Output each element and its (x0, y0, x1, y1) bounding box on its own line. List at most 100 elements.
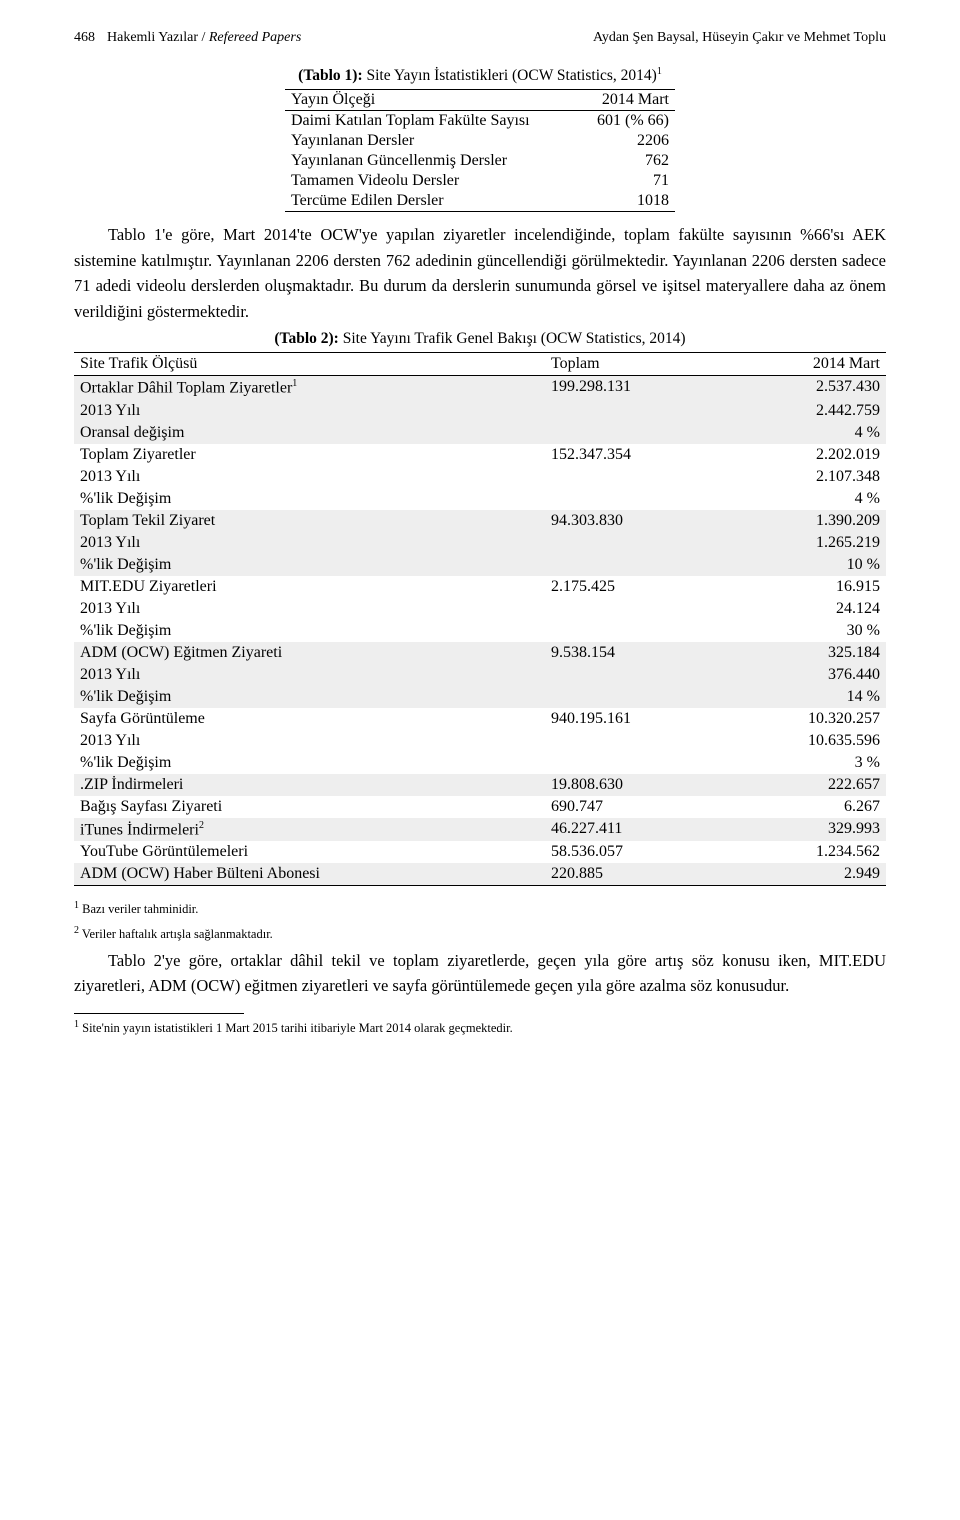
tablo2-cell-total (545, 598, 716, 620)
tablo1-header-right: 2014 Mart (577, 90, 675, 111)
tablo2-cell-total (545, 620, 716, 642)
tablo1-row: Yayınlanan Dersler 2206 (285, 131, 675, 151)
footnote-text: Veriler haftalık artışla sağlanmaktadır. (82, 927, 273, 941)
tablo2-cell-total: 46.227.411 (545, 818, 716, 841)
tablo2-cell-mart: 1.234.562 (715, 841, 886, 863)
tablo2-cell-mart: 4 % (715, 488, 886, 510)
tablo2-title: (Tablo 2): Site Yayını Trafik Genel Bakı… (74, 330, 886, 348)
tablo2-cell-total: 58.536.057 (545, 841, 716, 863)
tablo2-cell-mart: 2.442.759 (715, 400, 886, 422)
footnote-sup: 1 (74, 900, 79, 911)
tablo2-cell-label: %'lik Değişim (74, 488, 545, 510)
tablo1-row: Yayınlanan Güncellenmiş Dersler 762 (285, 151, 675, 171)
tablo2-cell-label: YouTube Görüntülemeleri (74, 841, 545, 863)
tablo2-cell-mart: 10.320.257 (715, 708, 886, 730)
tablo2-row: Toplam Tekil Ziyaret94.303.8301.390.209 (74, 510, 886, 532)
tablo2-cell-mart: 376.440 (715, 664, 886, 686)
tablo2-cell-label: Toplam Tekil Ziyaret (74, 510, 545, 532)
tablo2-row: YouTube Görüntülemeleri58.536.0571.234.5… (74, 841, 886, 863)
paragraph-1: Tablo 1'e göre, Mart 2014'te OCW'ye yapı… (74, 222, 886, 324)
tablo1-cell-value: 71 (577, 171, 675, 191)
tablo1-row: Daimi Katılan Toplam Fakülte Sayısı 601 … (285, 111, 675, 132)
tablo2-cell-mart: 2.107.348 (715, 466, 886, 488)
header-left: 468 Hakemli Yazılar / Refereed Papers (74, 30, 301, 46)
tablo2-cell-label: ADM (OCW) Eğitmen Ziyareti (74, 642, 545, 664)
tablo2-cell-label: %'lik Değişim (74, 554, 545, 576)
tablo1-cell-value: 2206 (577, 131, 675, 151)
tablo2-cell-mart: 14 % (715, 686, 886, 708)
tablo2-row: %'lik Değişim 14 % (74, 686, 886, 708)
tablo2-footnotes: 1 Bazı veriler tahminidir. 2 Veriler haf… (74, 898, 886, 944)
tablo2-cell-total: 19.808.630 (545, 774, 716, 796)
tablo2-row: ADM (OCW) Eğitmen Ziyareti9.538.154325.1… (74, 642, 886, 664)
footnote: 1 Bazı veriler tahminidir. (74, 898, 886, 919)
footnote-sup: 2 (74, 925, 79, 936)
tablo1-cell-label: Tercüme Edilen Dersler (285, 191, 577, 212)
tablo2-cell-total: 690.747 (545, 796, 716, 818)
tablo2-cell-total (545, 488, 716, 510)
page-container: { "header": { "page_number": "468", "hea… (0, 0, 960, 1520)
tablo2-cell-total: 220.885 (545, 863, 716, 886)
tablo2-row: 2013 Yılı24.124 (74, 598, 886, 620)
tablo2-cell-mart: 10.635.596 (715, 730, 886, 752)
tablo2-cell-sup: 2 (199, 820, 204, 831)
tablo2-cell-mart: 325.184 (715, 642, 886, 664)
tablo2-cell-label: 2013 Yılı (74, 664, 545, 686)
header-authors: Aydan Şen Baysal, Hüseyin Çakır ve Mehme… (593, 30, 886, 46)
bottom-footnote: 1 Site'nin yayın istatistikleri 1 Mart 2… (74, 1018, 886, 1036)
tablo2-row: %'lik Değişim 4 % (74, 488, 886, 510)
tablo2-row: MIT.EDU Ziyaretleri2.175.42516.915 (74, 576, 886, 598)
tablo1-title-sup: 1 (657, 66, 662, 77)
tablo2-cell-sup: 1 (292, 378, 297, 389)
tablo2-row: 2013 Yılı10.635.596 (74, 730, 886, 752)
tablo2-cell-total (545, 752, 716, 774)
tablo2-cell-label: Oransal değişim (74, 422, 545, 444)
tablo2-header-c3: 2014 Mart (715, 353, 886, 376)
tablo2-cell-mart: 2.949 (715, 863, 886, 886)
tablo2-cell-mart: 222.657 (715, 774, 886, 796)
footnote-text: Bazı veriler tahminidir. (82, 902, 198, 916)
tablo2-cell-total (545, 554, 716, 576)
tablo2-body: Ortaklar Dâhil Toplam Ziyaretler1199.298… (74, 376, 886, 886)
tablo2-row: Bağış Sayfası Ziyareti690.7476.267 (74, 796, 886, 818)
tablo2-cell-mart: 329.993 (715, 818, 886, 841)
footnote: 2 Veriler haftalık artışla sağlanmaktadı… (74, 923, 886, 944)
page-number: 468 (74, 30, 95, 46)
tablo2-cell-label: 2013 Yılı (74, 532, 545, 554)
tablo2-cell-label: Ortaklar Dâhil Toplam Ziyaretler1 (74, 376, 545, 400)
tablo2-cell-label: %'lik Değişim (74, 686, 545, 708)
tablo2-row: %'lik Değişim10 % (74, 554, 886, 576)
tablo2-cell-mart: 2.202.019 (715, 444, 886, 466)
tablo2: Site Trafik Ölçüsü Toplam 2014 Mart Orta… (74, 352, 886, 890)
page-header: 468 Hakemli Yazılar / Refereed Papers Ay… (74, 30, 886, 46)
tablo1: Yayın Ölçeği 2014 Mart Daimi Katılan Top… (285, 89, 675, 212)
tablo2-cell-label: Sayfa Görüntüleme (74, 708, 545, 730)
tablo2-row: 2013 Yılı 2.442.759 (74, 400, 886, 422)
tablo2-cell-total (545, 686, 716, 708)
tablo2-title-rest: Site Yayını Trafik Genel Bakışı (OCW Sta… (339, 330, 686, 347)
tablo2-cell-label: MIT.EDU Ziyaretleri (74, 576, 545, 598)
tablo1-cell-value: 1018 (577, 191, 675, 212)
tablo1-title: (Tablo 1): Site Yayın İstatistikleri (OC… (74, 66, 886, 85)
tablo2-cell-label: %'lik Değişim (74, 620, 545, 642)
header-heading-plain: Hakemli Yazılar / (107, 30, 205, 45)
tablo2-row: Toplam Ziyaretler152.347.3542.202.019 (74, 444, 886, 466)
tablo2-cell-label: iTunes İndirmeleri2 (74, 818, 545, 841)
tablo2-cell-label: 2013 Yılı (74, 400, 545, 422)
tablo1-cell-label: Daimi Katılan Toplam Fakülte Sayısı (285, 111, 577, 132)
tablo1-row: Tamamen Videolu Dersler 71 (285, 171, 675, 191)
header-heading-italic: Refereed Papers (209, 30, 301, 45)
tablo2-row: iTunes İndirmeleri246.227.411329.993 (74, 818, 886, 841)
tablo2-cell-mart: 3 % (715, 752, 886, 774)
tablo2-cell-total (545, 422, 716, 444)
tablo2-row: ADM (OCW) Haber Bülteni Abonesi220.8852.… (74, 863, 886, 886)
tablo2-cell-total: 199.298.131 (545, 376, 716, 400)
tablo2-row: .ZIP İndirmeleri19.808.630222.657 (74, 774, 886, 796)
tablo2-row: Ortaklar Dâhil Toplam Ziyaretler1199.298… (74, 376, 886, 400)
tablo2-cell-label: Bağış Sayfası Ziyareti (74, 796, 545, 818)
tablo1-cell-label: Tamamen Videolu Dersler (285, 171, 577, 191)
tablo2-cell-label: Toplam Ziyaretler (74, 444, 545, 466)
tablo1-title-bold: (Tablo 1): (298, 67, 362, 84)
tablo2-row: 2013 Yılı2.107.348 (74, 466, 886, 488)
tablo1-header-row: Yayın Ölçeği 2014 Mart (285, 90, 675, 111)
